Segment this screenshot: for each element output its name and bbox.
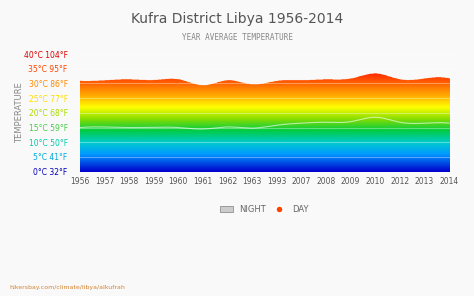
- Text: hikersbay.com/climate/libya/alkufrah: hikersbay.com/climate/libya/alkufrah: [9, 285, 125, 290]
- Text: YEAR AVERAGE TEMPERATURE: YEAR AVERAGE TEMPERATURE: [182, 33, 292, 41]
- Y-axis label: TEMPERATURE: TEMPERATURE: [15, 83, 24, 143]
- Text: Kufra District Libya 1956-2014: Kufra District Libya 1956-2014: [131, 12, 343, 26]
- Legend: NIGHT, DAY: NIGHT, DAY: [217, 201, 312, 217]
